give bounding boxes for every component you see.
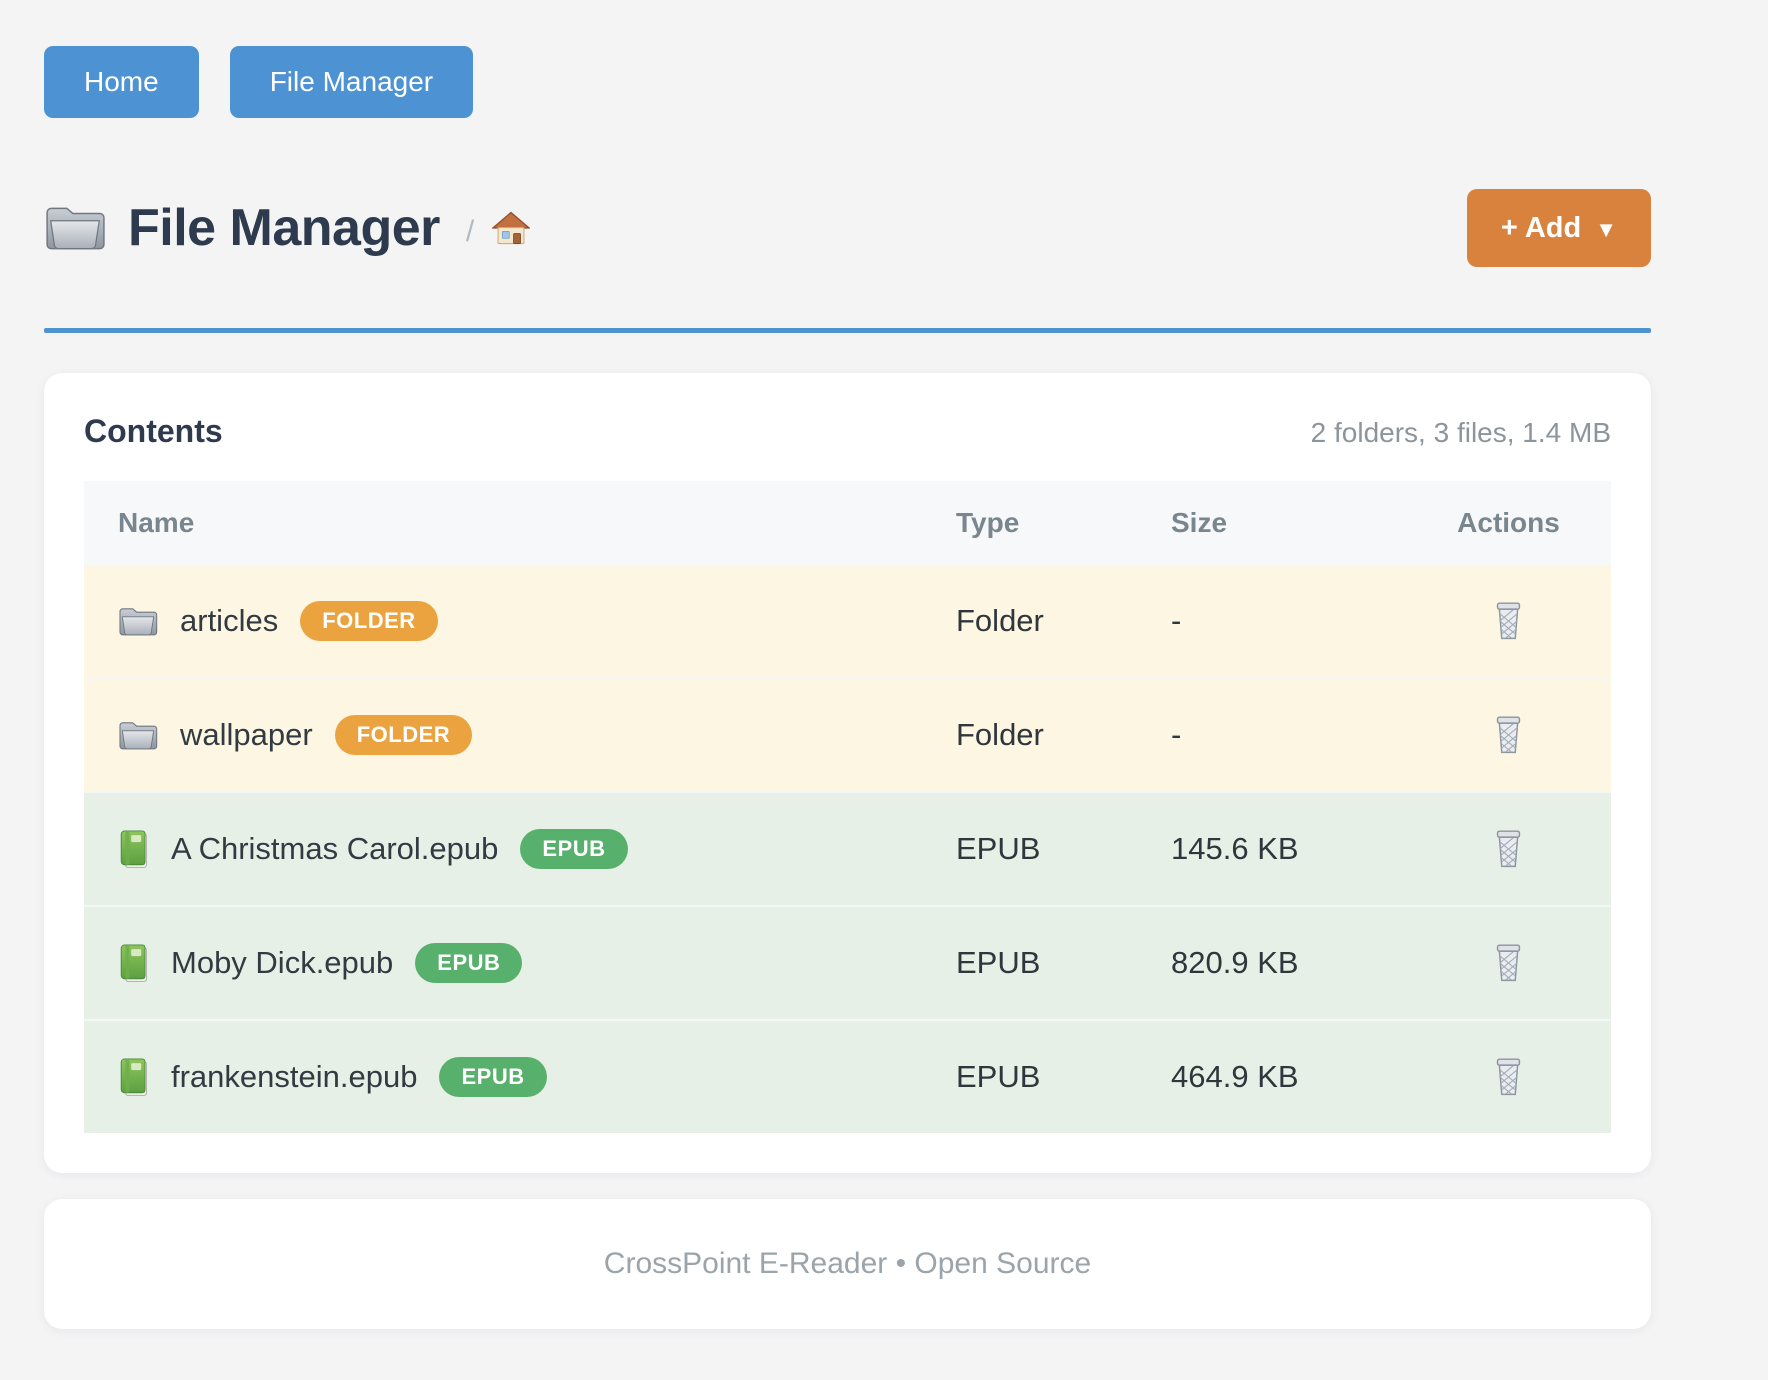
footer: CrossPoint E-Reader • Open Source	[44, 1199, 1651, 1329]
book-icon	[118, 829, 149, 869]
delete-button[interactable]	[1486, 1050, 1531, 1104]
folder-icon	[118, 719, 158, 752]
page-title: File Manager	[128, 199, 440, 257]
table-row[interactable]: wallpaper FOLDER Folder -	[84, 677, 1611, 791]
cell-size: 820.9 KB	[1171, 945, 1299, 980]
table-header-row: Name Type Size Actions	[84, 481, 1611, 565]
type-badge: FOLDER	[334, 715, 473, 755]
type-badge: EPUB	[415, 943, 523, 983]
cell-type: EPUB	[956, 945, 1041, 980]
cell-size: 145.6 KB	[1171, 831, 1299, 866]
delete-button[interactable]	[1486, 936, 1531, 990]
trash-icon	[1492, 714, 1525, 756]
cell-size: 464.9 KB	[1171, 1059, 1299, 1094]
type-badge: EPUB	[520, 829, 628, 869]
footer-text: CrossPoint E-Reader • Open Source	[603, 1247, 1092, 1280]
cell-type: Folder	[956, 603, 1044, 638]
nav-button-home[interactable]: Home	[44, 46, 199, 118]
breadcrumb-separator: /	[465, 215, 475, 248]
column-header-size: Size	[1171, 507, 1228, 538]
folder-icon	[44, 203, 106, 253]
column-header-type: Type	[956, 507, 1020, 538]
folder-icon	[118, 605, 158, 638]
trash-icon	[1492, 1056, 1525, 1098]
table-row[interactable]: A Christmas Carol.epub EPUB EPUB 145.6 K…	[84, 791, 1611, 905]
trash-icon	[1492, 828, 1525, 870]
file-name[interactable]: A Christmas Carol.epub	[171, 831, 499, 866]
delete-button[interactable]	[1486, 822, 1531, 876]
cell-type: Folder	[956, 717, 1044, 752]
book-icon	[118, 1057, 149, 1097]
home-icon[interactable]	[492, 210, 531, 246]
table-row[interactable]: frankenstein.epub EPUB EPUB 464.9 KB	[84, 1019, 1611, 1133]
cell-size: -	[1171, 717, 1182, 752]
contents-title: Contents	[84, 413, 223, 449]
title-group: File Manager /	[44, 198, 531, 258]
column-header-actions: Actions	[1457, 507, 1560, 538]
title-divider	[44, 328, 1651, 333]
contents-summary: 2 folders, 3 files, 1.4 MB	[1310, 417, 1611, 448]
file-name[interactable]: wallpaper	[180, 717, 313, 752]
type-badge: FOLDER	[300, 601, 438, 641]
table-row[interactable]: articles FOLDER Folder -	[84, 565, 1611, 677]
cell-size: -	[1171, 603, 1182, 638]
trash-icon	[1492, 600, 1525, 642]
cell-type: EPUB	[956, 831, 1041, 866]
top-nav: Home File Manager	[44, 46, 1651, 118]
files-table: Name Type Size Actions articles FOLDER	[84, 481, 1611, 1133]
trash-icon	[1492, 942, 1525, 984]
delete-button[interactable]	[1486, 594, 1531, 648]
add-button-label: + Add	[1500, 211, 1582, 244]
page-header: File Manager / + Add ▼	[44, 188, 1651, 268]
file-manager-page: Home File Manager File Manager /	[44, 0, 1651, 1329]
contents-card: Contents 2 folders, 3 files, 1.4 MB Name…	[44, 373, 1651, 1173]
file-name[interactable]: articles	[180, 603, 279, 638]
table-row[interactable]: Moby Dick.epub EPUB EPUB 820.9 KB	[84, 905, 1611, 1019]
file-name[interactable]: frankenstein.epub	[171, 1059, 418, 1094]
delete-button[interactable]	[1486, 708, 1531, 762]
column-header-name: Name	[118, 507, 195, 538]
file-name[interactable]: Moby Dick.epub	[171, 945, 394, 980]
chevron-down-icon: ▼	[1595, 216, 1617, 242]
nav-button-file-manager[interactable]: File Manager	[229, 46, 474, 118]
book-icon	[118, 943, 149, 983]
add-button[interactable]: + Add ▼	[1466, 189, 1651, 267]
cell-type: EPUB	[956, 1059, 1041, 1094]
type-badge: EPUB	[439, 1057, 547, 1097]
